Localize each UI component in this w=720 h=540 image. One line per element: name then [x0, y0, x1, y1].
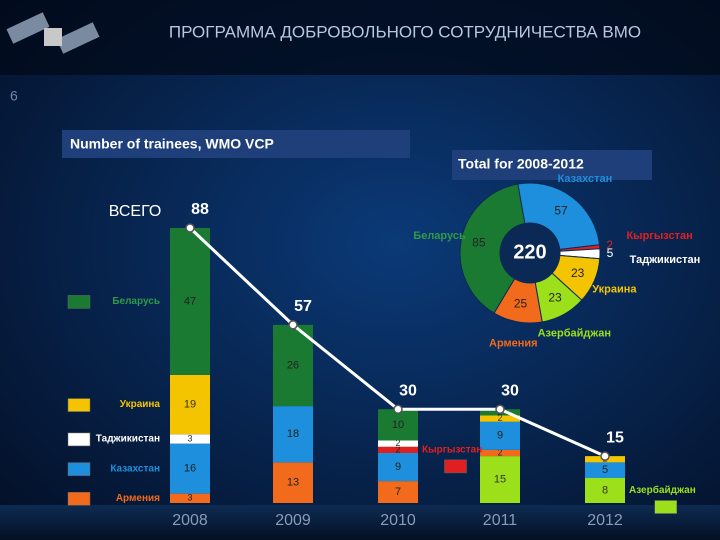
x-tick-label: 2010	[380, 512, 416, 529]
value-label: 8	[602, 484, 608, 496]
value-label: 2	[395, 444, 400, 454]
slice-value: 85	[472, 236, 486, 250]
bar-segment	[273, 462, 313, 503]
total-label: 15	[606, 429, 624, 446]
x-tick-label: 2008	[172, 512, 208, 529]
value-label: 3	[187, 433, 192, 443]
slide-title: ПРОГРАММА ДОБРОВОЛЬНОГО СОТРУДНИЧЕСТВА В…	[169, 22, 641, 41]
slice-name: Украина	[592, 284, 637, 296]
slice-value: 57	[554, 203, 568, 217]
footer-band	[0, 505, 720, 540]
legend-flag	[67, 398, 91, 412]
total-marker	[185, 223, 195, 233]
total-label: 88	[191, 201, 209, 218]
value-label: 16	[184, 463, 196, 475]
slice-value: 5	[607, 246, 614, 260]
bar-segment	[170, 443, 210, 494]
bar-segment	[480, 456, 520, 503]
value-label: 2	[497, 413, 502, 423]
bar-segment	[585, 462, 625, 478]
total-marker	[600, 451, 610, 461]
legend-flag	[67, 432, 91, 447]
value-label: 2	[497, 447, 502, 457]
legend-label: Кыргызстан	[422, 445, 482, 456]
chart-title-box	[62, 130, 410, 158]
bar-segment	[170, 228, 210, 375]
bar-segment	[273, 324, 313, 407]
bar-segment	[378, 409, 418, 441]
bar-segment	[378, 446, 418, 453]
value-label: 3	[187, 493, 192, 503]
legend-flag	[654, 500, 677, 514]
slice-name: Беларусь	[413, 230, 466, 242]
legend-label: Украина	[120, 399, 161, 410]
legend-label: Казахстан	[110, 463, 160, 474]
bar-segment	[480, 415, 520, 422]
legend-flag	[67, 462, 91, 476]
bar-segment	[585, 478, 625, 503]
value-label: 15	[494, 473, 506, 485]
bar-segment	[170, 434, 210, 444]
bar-segment	[480, 449, 520, 457]
slice-value: 2	[606, 238, 613, 252]
total-name: ВСЕГО	[109, 203, 162, 220]
pie-title: Total for 2008-2012	[458, 156, 584, 172]
donut-total: 220	[513, 241, 546, 263]
total-marker	[495, 404, 505, 414]
total-marker	[393, 404, 403, 414]
legend-label: Беларусь	[112, 296, 160, 307]
slice-name: Армения	[489, 337, 538, 349]
charts: 2008316319472009131826201079221020111529…	[67, 173, 701, 529]
bar-segment	[170, 374, 210, 435]
value-label: 9	[497, 430, 503, 442]
total-label: 57	[294, 298, 312, 315]
legend-label: Азербайджан	[629, 484, 696, 496]
value-label: 18	[287, 428, 299, 440]
legend-label: Армения	[116, 493, 160, 504]
bar-segment	[480, 421, 520, 450]
donut-hole	[500, 223, 560, 283]
slice-value: 25	[514, 296, 528, 310]
slice-name: Азербайджан	[538, 328, 611, 340]
slice-value: 23	[571, 266, 585, 280]
slice-value: 23	[548, 291, 562, 305]
value-label: 19	[184, 398, 196, 410]
total-marker	[288, 320, 298, 330]
x-tick-label: 2009	[275, 512, 311, 529]
bar-segment	[378, 481, 418, 503]
slice-name: Кыргызстан	[626, 230, 692, 242]
x-tick-label: 2011	[483, 512, 518, 529]
header-band	[0, 0, 720, 75]
slice-name: Казахстан	[558, 173, 613, 185]
value-label: 2	[395, 438, 400, 448]
value-label: 47	[184, 295, 196, 307]
x-tick-label: 2012	[587, 512, 623, 529]
satellite-icon	[6, 12, 100, 54]
bar-segment	[170, 493, 210, 503]
total-label: 30	[399, 382, 417, 399]
value-label: 13	[287, 477, 299, 489]
total-label: 30	[501, 382, 519, 399]
bar-segment	[378, 453, 418, 482]
slice-name: Таджикистан	[630, 254, 701, 266]
legend-flag	[67, 295, 91, 309]
bar-segment	[378, 440, 418, 447]
value-label: 9	[395, 461, 401, 473]
pie-title-box	[452, 150, 652, 180]
value-label: 5	[602, 464, 608, 476]
chart-title: Number of trainees, WMO VCP	[70, 136, 274, 152]
legend-flag	[67, 492, 91, 506]
page-number: 6	[10, 88, 18, 104]
value-label: 26	[287, 359, 299, 371]
value-label: 7	[395, 486, 401, 498]
bar-segment	[273, 406, 313, 463]
value-label: 10	[392, 419, 404, 431]
legend-flag	[444, 459, 467, 474]
legend-label: Таджикистан	[96, 434, 160, 445]
